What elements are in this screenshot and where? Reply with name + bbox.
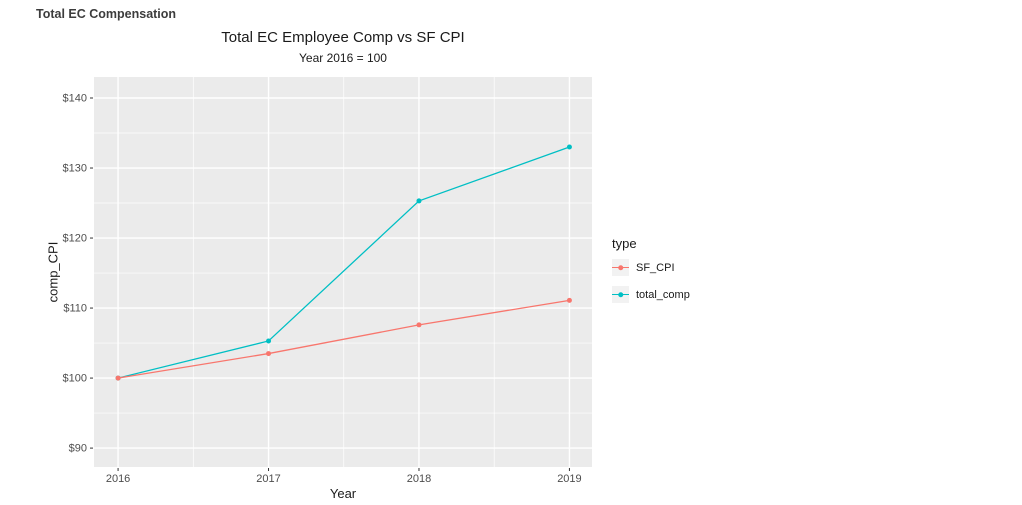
legend-key-total-comp xyxy=(612,286,629,303)
y-tick-label: $120 xyxy=(63,233,87,245)
series-line-total_comp xyxy=(117,146,570,379)
data-point-SF_CPI-2018 xyxy=(416,322,422,328)
chart-title: Total EC Employee Comp vs SF CPI xyxy=(221,29,465,46)
data-point-total_comp-2018 xyxy=(416,198,422,204)
x-tick-label: 2016 xyxy=(106,473,130,485)
legend-item-sf-cpi: SF_CPI xyxy=(612,259,690,276)
data-point-total_comp-2019 xyxy=(566,144,572,150)
legend-key-dot-icon xyxy=(617,291,624,298)
x-tick-label: 2017 xyxy=(256,473,280,485)
y-tick-label: $140 xyxy=(63,93,87,105)
data-point-SF_CPI-2016 xyxy=(115,375,121,381)
data-point-SF_CPI-2017 xyxy=(266,351,272,357)
legend-title: type xyxy=(612,236,637,251)
y-tick-label: $130 xyxy=(63,163,87,175)
legend: type SF_CPI total_comp xyxy=(612,236,690,313)
y-tick-label: $90 xyxy=(69,443,87,455)
legend-label-sf-cpi: SF_CPI xyxy=(636,261,675,274)
series-line-SF_CPI xyxy=(117,299,570,379)
page-title: Total EC Compensation xyxy=(36,7,177,21)
legend-item-total-comp: total_comp xyxy=(612,286,690,303)
x-axis-title: Year xyxy=(329,486,357,501)
data-point-total_comp-2017 xyxy=(266,338,272,344)
data-point-SF_CPI-2019 xyxy=(566,297,572,303)
legend-key-dot-icon xyxy=(617,264,624,271)
y-axis-title: comp_CPI xyxy=(45,241,61,303)
legend-label-total-comp: total_comp xyxy=(636,288,690,301)
x-tick-label: 2019 xyxy=(557,473,581,485)
chart-subtitle: Year 2016 = 100 xyxy=(299,51,387,65)
y-tick-label: $100 xyxy=(63,373,87,385)
legend-key-sf-cpi xyxy=(612,259,629,276)
x-tick-label: 2018 xyxy=(407,473,431,485)
y-tick-label: $110 xyxy=(63,303,87,315)
